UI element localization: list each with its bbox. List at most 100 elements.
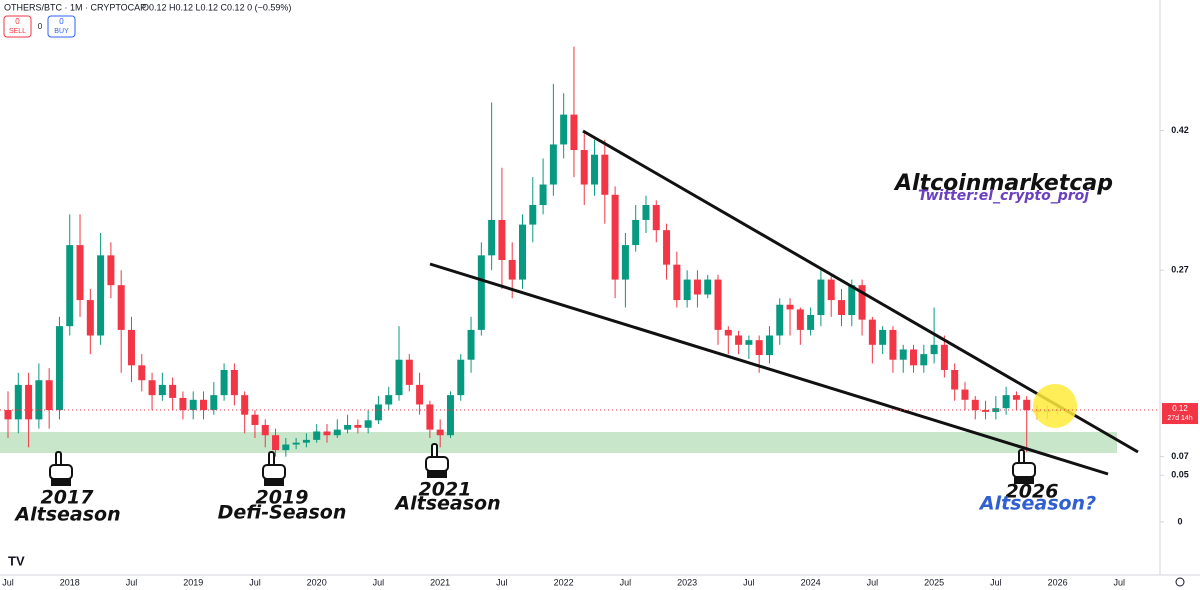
hand-icon: [49, 451, 73, 486]
candle-body: [693, 279, 701, 295]
x-tick-label: Jul: [867, 577, 879, 587]
sell-count[interactable]: 0: [15, 17, 20, 26]
candle-body: [663, 230, 671, 265]
candle-body: [117, 285, 125, 330]
annotation: Altseason?: [978, 493, 1096, 515]
x-tick-label: 2022: [554, 577, 574, 587]
annotation: Altseason: [13, 504, 120, 526]
candle-body: [251, 414, 259, 425]
background-drawings: [0, 432, 1117, 453]
candle-body: [241, 395, 249, 415]
candle-body: [477, 255, 485, 330]
candle-body: [899, 349, 907, 360]
candle-body: [313, 431, 321, 440]
candle-body: [704, 279, 712, 295]
candle-body: [632, 219, 640, 246]
x-tick-label: 2020: [307, 577, 327, 587]
candle-body: [86, 300, 94, 336]
candle-body: [498, 219, 506, 261]
candle-body: [158, 384, 166, 396]
x-tick-label: 2024: [801, 577, 821, 587]
candle-body: [724, 329, 732, 336]
twitter-handle: Twitter:el_crypto_proj: [918, 188, 1089, 204]
x-tick-label: 2025: [924, 577, 944, 587]
candle-body: [210, 395, 218, 411]
brand: Altcoinmarketcap: [893, 171, 1113, 196]
x-tick-label: Jul: [126, 577, 138, 587]
candle-body: [868, 319, 876, 345]
candle-body: [837, 300, 845, 315]
candle-body: [148, 380, 156, 396]
ohlc-legend: O0.12 H0.12 L0.12 C0.12 0 (−0.59%): [142, 2, 291, 12]
candle-body: [25, 384, 33, 420]
settings-icon[interactable]: [1175, 577, 1185, 587]
hand-icon: [1012, 449, 1036, 484]
sell-label[interactable]: SELL: [9, 28, 26, 35]
last-price: 0.12: [1172, 404, 1188, 413]
candle-body: [776, 304, 784, 336]
candle-body: [971, 399, 979, 411]
y-tick-label: 0.42: [1171, 125, 1189, 135]
candle-body: [426, 404, 434, 430]
candle-body: [807, 314, 815, 330]
candle-body: [272, 435, 280, 451]
candle-body: [858, 285, 866, 320]
candle-body: [920, 354, 928, 366]
candle-body: [982, 410, 990, 412]
candle-body: [66, 245, 74, 327]
candle-body: [508, 260, 516, 280]
y-tick-label: 0.27: [1171, 265, 1189, 275]
candle-body: [395, 359, 403, 396]
candle-body: [621, 245, 629, 280]
buy-label[interactable]: BUY: [54, 28, 69, 35]
candle-body: [4, 410, 12, 420]
x-axis: Jul 2018 Jul 2019 Jul 2020 Jul 2021 Jul 2022 Jul 20…: [2, 577, 1125, 587]
y-axis: 0.42 0.27 0.07 0.05 0 0.12 27d 14h: [0, 125, 1198, 526]
hand-icon: [262, 451, 286, 486]
y-tick-label: 0: [1177, 516, 1182, 526]
countdown: 27d 14h: [1167, 415, 1192, 422]
candle-body: [889, 329, 897, 360]
candle-body: [333, 429, 341, 436]
candle-body: [169, 384, 177, 398]
candle-body: [1012, 395, 1020, 400]
hand-icons: [49, 443, 1036, 486]
candle-body: [364, 420, 372, 428]
candle-body: [97, 255, 105, 336]
candle-body: [405, 359, 413, 385]
candle-body: [323, 431, 331, 436]
candle-body: [385, 395, 393, 405]
candle-body: [570, 114, 578, 151]
candle-body: [200, 399, 208, 411]
candle-body: [539, 184, 547, 206]
symbol: OTHERS/BTC · 1M · CRYPTOCAP: [4, 2, 146, 12]
hand-icon: [425, 443, 449, 478]
candle-body: [436, 429, 444, 436]
candle-body: [796, 309, 804, 330]
sell-box[interactable]: [3, 15, 32, 38]
candle-body: [282, 444, 290, 451]
buy-count[interactable]: 0: [59, 17, 64, 26]
candle-body: [765, 335, 773, 356]
candle-body: [961, 389, 969, 400]
drawings: [429, 129, 1139, 476]
annotation: 2017: [41, 487, 95, 509]
candle-body: [1002, 395, 1010, 409]
sell-button[interactable]: 0 SELL: [3, 15, 32, 38]
price-axis: [1160, 0, 1200, 590]
buy-button[interactable]: 0 BUY: [47, 15, 76, 38]
annotation: Altseason: [393, 493, 500, 515]
candle-body: [642, 205, 650, 220]
buy-box[interactable]: [47, 15, 76, 38]
x-tick-label: Jul: [743, 577, 755, 587]
x-tick-label: Jul: [990, 577, 1002, 587]
candle-body: [611, 194, 619, 280]
candle-body: [601, 154, 609, 195]
x-tick-label: Jul: [1114, 577, 1126, 587]
spread: 0: [38, 22, 43, 31]
candle-body: [549, 144, 557, 185]
candle-body: [745, 340, 753, 345]
candle-body: [55, 326, 63, 411]
y-tick-label: 0.05: [1171, 470, 1189, 480]
candle-body: [179, 397, 187, 411]
